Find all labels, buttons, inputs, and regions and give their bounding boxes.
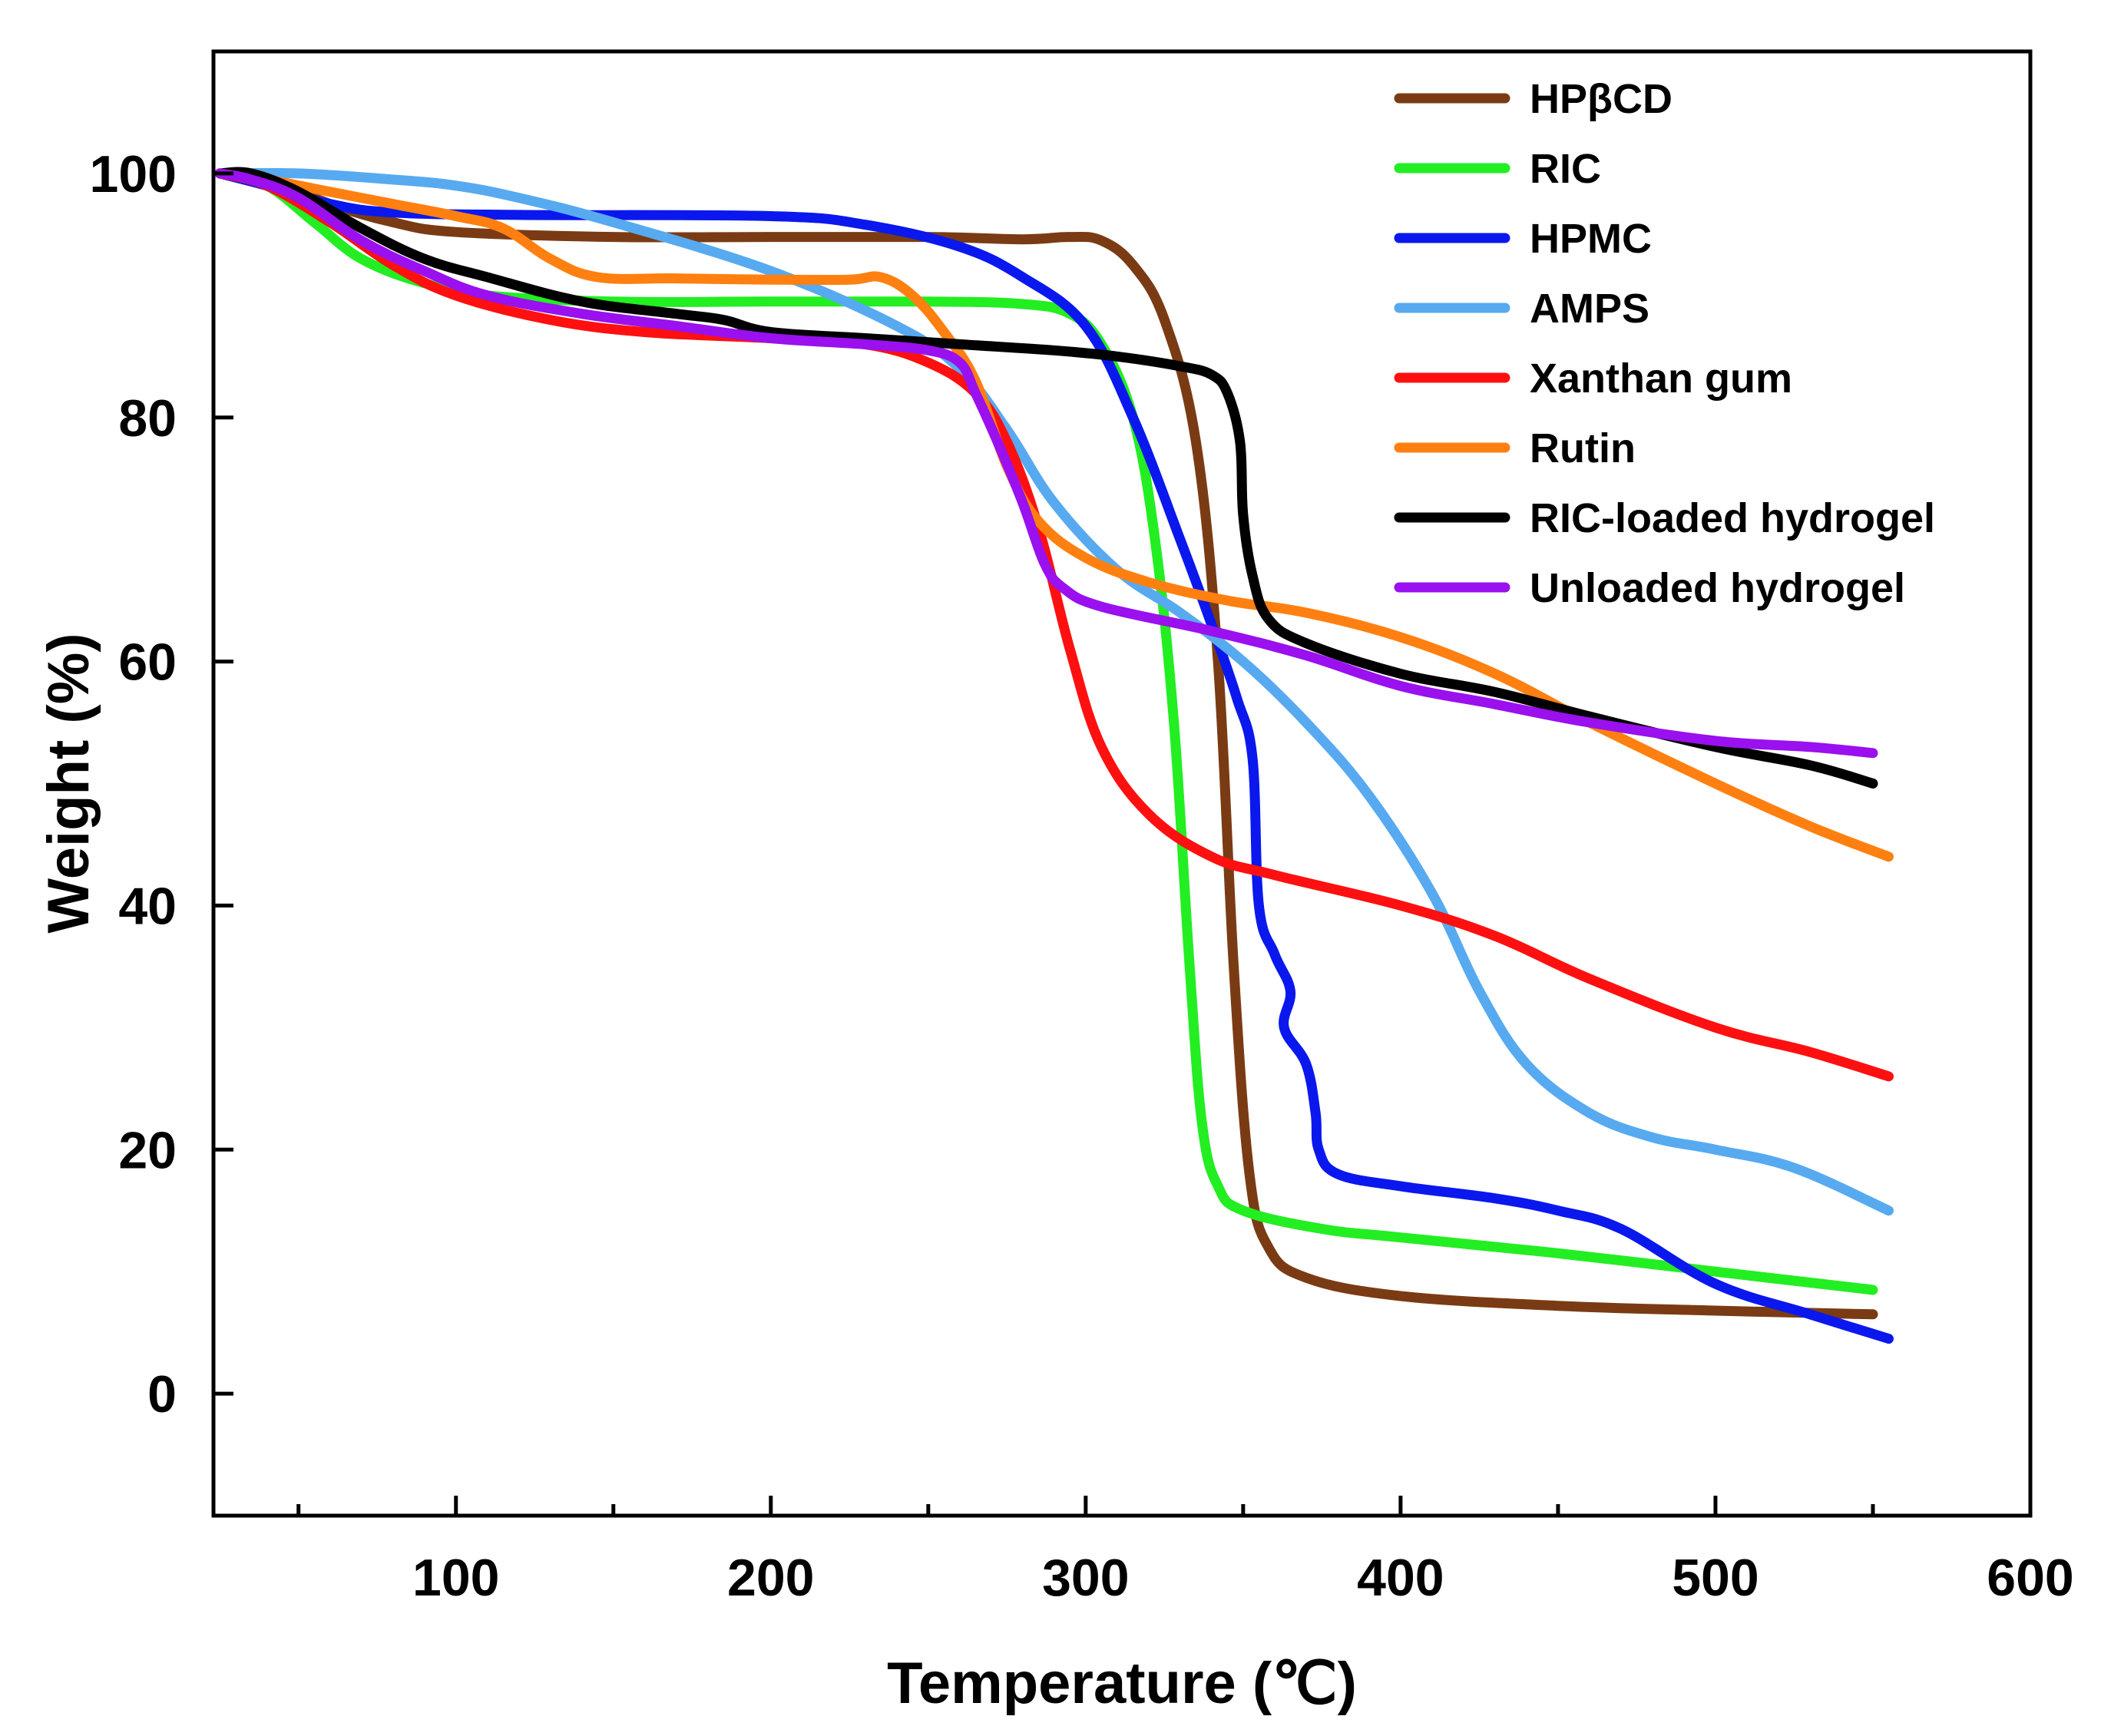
legend: HPβCD RIC HPMC AMPS Xanthan gum Rutin RIC-load… bbox=[1394, 76, 1935, 611]
y-axis-title: Weight (%) bbox=[36, 633, 101, 933]
y-tick-label: 20 bbox=[118, 1121, 177, 1179]
plot-frame bbox=[211, 49, 2033, 1518]
ticks-layer: 100 200 300 400 500 600 0 20 40 60 80 100 bbox=[90, 145, 2074, 1607]
x-axis-title: Temperature (℃) bbox=[887, 1651, 1357, 1716]
series-layer bbox=[214, 167, 1894, 1344]
x-tick-label: 600 bbox=[1987, 1549, 2073, 1607]
x-tick-label: 300 bbox=[1042, 1549, 1129, 1607]
legend-label: AMPS bbox=[1530, 286, 1649, 332]
legend-label: HPβCD bbox=[1530, 76, 1673, 122]
x-tick-label: 200 bbox=[727, 1549, 814, 1607]
legend-label: RIC bbox=[1530, 146, 1601, 192]
x-tick-label: 400 bbox=[1357, 1549, 1444, 1607]
y-tick-label: 0 bbox=[147, 1365, 177, 1424]
y-tick-label: 100 bbox=[90, 145, 177, 203]
legend-label: HPMC bbox=[1530, 216, 1652, 262]
series-line-3 bbox=[214, 168, 1894, 1344]
legend-label: Xanthan gum bbox=[1530, 355, 1792, 402]
legend-label: Unloaded hydrogel bbox=[1530, 565, 1905, 611]
legend-label: RIC-loaded hydrogel bbox=[1530, 495, 1935, 541]
x-tick-label: 500 bbox=[1672, 1549, 1759, 1607]
y-tick-label: 60 bbox=[118, 633, 177, 692]
legend-label: Rutin bbox=[1530, 425, 1636, 471]
series-line-7 bbox=[214, 167, 1878, 789]
series-line-4 bbox=[214, 167, 1894, 1216]
y-tick-label: 40 bbox=[118, 877, 177, 935]
y-tick-label: 80 bbox=[118, 389, 177, 448]
series-line-8 bbox=[214, 168, 1878, 759]
x-tick-label: 100 bbox=[412, 1549, 499, 1607]
